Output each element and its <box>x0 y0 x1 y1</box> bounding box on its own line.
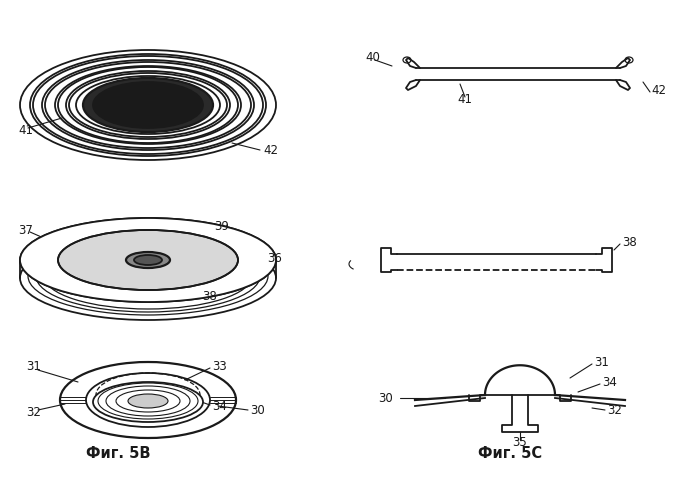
Text: 34: 34 <box>212 401 227 413</box>
Text: 39: 39 <box>214 219 229 233</box>
Ellipse shape <box>58 230 238 290</box>
Text: 40: 40 <box>365 51 380 65</box>
Text: 38: 38 <box>202 290 217 303</box>
Text: 34: 34 <box>602 375 617 388</box>
Text: 30: 30 <box>250 404 265 416</box>
Ellipse shape <box>20 218 276 302</box>
Text: 38: 38 <box>622 237 637 249</box>
Ellipse shape <box>134 255 162 265</box>
Text: 42: 42 <box>651 84 666 97</box>
Ellipse shape <box>83 78 213 132</box>
Text: 35: 35 <box>512 437 527 450</box>
Ellipse shape <box>128 394 168 408</box>
Text: 32: 32 <box>26 406 41 418</box>
Ellipse shape <box>93 382 203 422</box>
Text: 33: 33 <box>212 360 227 372</box>
Text: 37: 37 <box>18 223 33 237</box>
Text: 41: 41 <box>18 124 33 137</box>
Text: 41: 41 <box>457 93 472 107</box>
Text: 31: 31 <box>26 361 41 373</box>
Text: Фиг. 5В: Фиг. 5В <box>85 446 150 460</box>
Ellipse shape <box>93 82 203 128</box>
Text: 32: 32 <box>607 404 622 416</box>
Text: 31: 31 <box>594 356 609 369</box>
Text: 42: 42 <box>263 143 278 157</box>
Text: Фиг. 5C: Фиг. 5C <box>478 446 542 460</box>
Ellipse shape <box>126 252 170 268</box>
Text: 30: 30 <box>378 392 393 405</box>
Text: 36: 36 <box>267 252 282 265</box>
